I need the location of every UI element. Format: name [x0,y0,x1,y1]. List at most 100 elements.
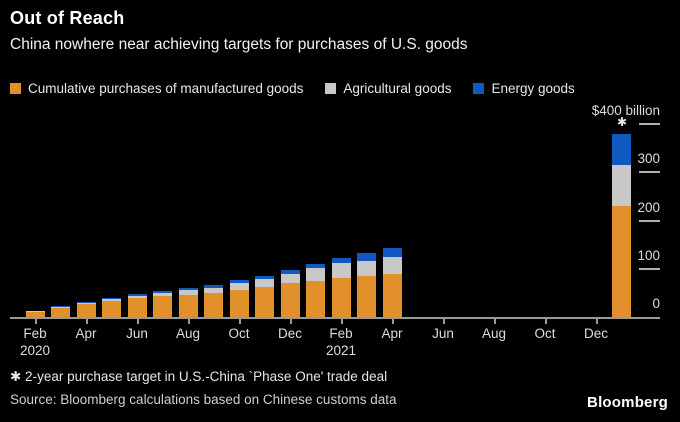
bar-mar-2020 [51,306,70,317]
bar-dec-2020 [280,270,300,317]
bar-nov-2020-agricultural-segment [255,279,274,288]
bar-aug-2020 [178,287,198,317]
x-axis-tick [596,319,598,324]
bar-jul-2020 [153,290,172,317]
source-line: Source: Bloomberg calculations based on … [10,392,397,407]
y-axis-tick [639,219,660,222]
bar-jan-2021-energy-segment [306,263,325,269]
target-asterisk-icon: ✱ [616,115,628,129]
bar-apr-2021 [382,247,402,317]
bar-sep-2020 [204,285,223,317]
x-axis-label: Dec [583,326,608,341]
bar-phase-one-target-energy-segment [612,133,631,166]
y-axis-label: $400 billion [591,103,660,118]
bar-feb-2020-manufactured-segment [25,311,45,317]
x-axis-tick [443,319,445,324]
bar-nov-2020-manufactured-segment [255,287,274,317]
bar-mar-2021-agricultural-segment [357,260,376,276]
bar-mar-2020-agricultural-segment [51,306,70,308]
bar-oct-2020-manufactured-segment [229,290,249,317]
y-axis-label: 100 [637,247,660,263]
bar-aug-2020-manufactured-segment [178,294,198,317]
bar-feb-2021-agricultural-segment [331,263,351,278]
bar-apr-2020-manufactured-segment [76,304,96,317]
x-axis-label: Feb [23,326,47,341]
chart-plot-area [0,124,680,317]
bar-phase-one-target-agricultural-segment [612,165,631,207]
bar-may-2020-manufactured-segment [102,301,121,317]
chart-footnote: ✱ 2-year purchase target in U.S.-China `… [10,369,388,384]
bar-sep-2020-manufactured-segment [204,292,223,317]
bar-oct-2020-energy-segment [229,280,249,284]
x-axis-tick [341,319,343,324]
bar-jun-2020-agricultural-segment [127,295,147,299]
bar-sep-2020-agricultural-segment [204,287,223,293]
bar-may-2020-agricultural-segment [102,299,121,302]
y-axis-label: 200 [637,199,660,215]
bar-nov-2020-energy-segment [255,276,274,280]
bar-jul-2020-energy-segment [153,290,172,293]
x-axis-year-label: 2020 [19,343,51,358]
bar-oct-2020 [229,280,249,317]
orange-square-icon [10,83,21,94]
legend-item-agricultural: Agricultural goods [325,81,451,96]
bar-feb-2021-manufactured-segment [331,277,351,317]
x-axis-tick [137,319,139,324]
bar-phase-one-target [612,133,631,317]
x-axis-label: Aug [481,326,507,341]
gray-square-icon [325,83,337,94]
x-axis-tick [290,319,292,324]
x-axis-label: Feb [329,326,353,341]
bar-jun-2020-manufactured-segment [127,298,147,317]
bar-dec-2020-agricultural-segment [280,274,300,283]
legend-label-energy: Energy goods [491,81,575,96]
chart-subtitle: China nowhere near achieving targets for… [10,36,468,53]
blue-square-icon [473,83,485,94]
bar-feb-2021 [331,258,351,317]
bar-dec-2020-manufactured-segment [280,282,300,317]
bar-aug-2020-energy-segment [178,287,198,290]
bar-mar-2021-energy-segment [357,253,376,261]
bar-jan-2021-agricultural-segment [306,268,325,281]
bar-jan-2021 [306,263,325,317]
x-axis-year-label: 2021 [325,343,357,358]
bar-apr-2020 [76,302,96,317]
x-axis-label: Apr [75,326,97,341]
bar-jun-2020-energy-segment [127,294,147,296]
y-axis-tick [639,267,660,270]
bar-mar-2020-manufactured-segment [51,307,70,317]
bar-mar-2021-manufactured-segment [357,275,376,317]
bar-jul-2020-agricultural-segment [153,292,172,297]
bar-jun-2020 [127,294,147,317]
bar-nov-2020 [255,276,274,317]
bar-jan-2021-manufactured-segment [306,280,325,317]
x-axis-tick [545,319,547,324]
x-axis-tick [392,319,394,324]
x-axis-label: Oct [534,326,556,341]
x-axis-label: Dec [277,326,302,341]
bar-apr-2021-manufactured-segment [382,273,402,317]
y-axis-label: 300 [637,151,660,167]
x-axis-label: Oct [228,326,250,341]
x-axis-tick [188,319,190,324]
bar-sep-2020-energy-segment [204,285,223,288]
bar-may-2020 [102,298,121,317]
y-axis-label: 0 [652,296,660,311]
x-axis-line [10,317,660,319]
bar-oct-2020-agricultural-segment [229,283,249,291]
x-axis-label: Jun [432,326,454,341]
bar-dec-2020-energy-segment [280,270,300,275]
bar-aug-2020-agricultural-segment [178,289,198,295]
x-axis-tick [494,319,496,324]
x-axis-tick [239,319,241,324]
x-axis-label: Aug [175,326,201,341]
bar-may-2020-energy-segment [102,298,121,300]
x-axis-label: Apr [381,326,403,341]
bar-feb-2021-energy-segment [331,258,351,264]
page-title: Out of Reach [10,8,125,28]
bar-apr-2021-energy-segment [382,247,402,257]
y-axis-tick [639,123,660,125]
legend-item-manufactured: Cumulative purchases of manufactured goo… [10,81,303,96]
bar-jul-2020-manufactured-segment [153,296,172,317]
bar-feb-2020-agricultural-segment [25,310,45,312]
